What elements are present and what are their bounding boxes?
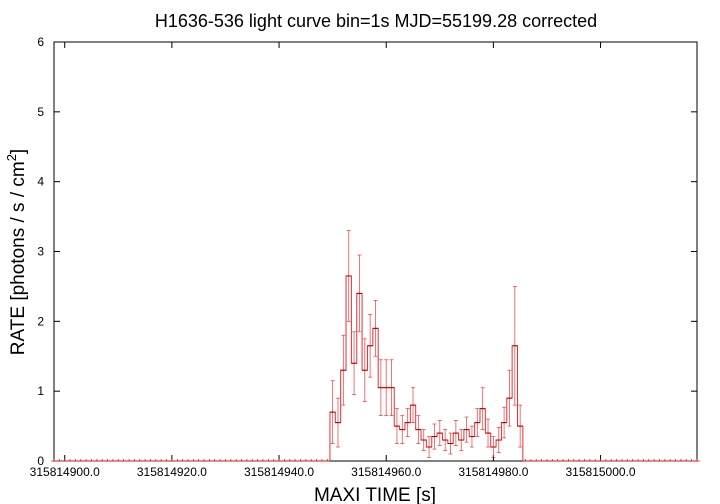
- y-tick-label: 1: [37, 384, 44, 398]
- y-axis-label: RATE [photons / s / cm2]: [4, 149, 29, 355]
- y-axis-label-tail: ]: [8, 149, 29, 154]
- x-axis-label: MAXI TIME [s]: [314, 485, 436, 504]
- y-tick-label: 0: [37, 454, 44, 468]
- y-tick-label: 5: [37, 105, 44, 119]
- x-tick-label: 315815000.0: [566, 465, 636, 479]
- y-axis-label-main: RATE [photons / s / cm: [8, 161, 29, 355]
- plot-border: [53, 41, 698, 462]
- y-tick-label: 2: [37, 314, 44, 328]
- y-tick-label: 6: [37, 35, 44, 49]
- y-tick-label: 4: [37, 175, 44, 189]
- x-axis: 315814900.0 315814920.0 315814940.0 3158149…: [30, 42, 636, 479]
- series-rate: [51, 230, 700, 462]
- chart-title: H1636-536 light curve bin=1s MJD=55199.2…: [155, 11, 597, 31]
- x-tick-label: 315814960.0: [351, 465, 421, 479]
- y-tick-label: 3: [37, 245, 44, 259]
- x-tick-label: 315814920.0: [137, 465, 207, 479]
- y-axis-label-sup: 2: [4, 154, 19, 161]
- y-axis: 0 1 2 3 4 5 6: [37, 35, 697, 468]
- x-tick-label: 315814940.0: [244, 465, 314, 479]
- plot-frame: [53, 41, 698, 462]
- x-tick-label: 315814900.0: [30, 465, 100, 479]
- x-tick-label: 315814980.0: [458, 465, 528, 479]
